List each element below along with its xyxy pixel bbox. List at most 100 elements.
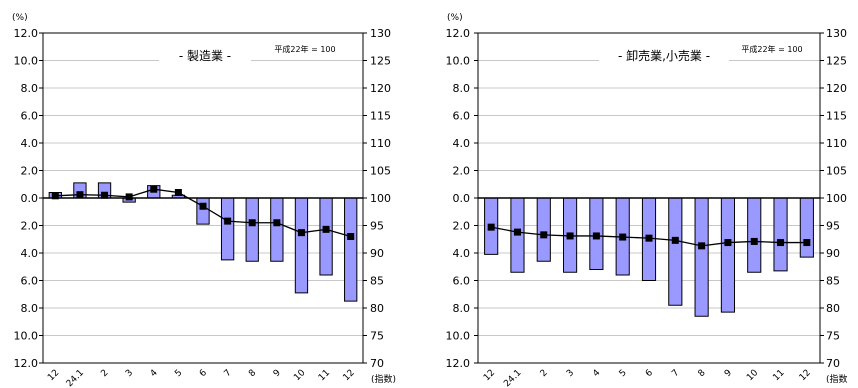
right-tick-label: 125 (370, 55, 391, 68)
right-tick-label: 120 (370, 82, 391, 95)
right-tick-label: 85 (370, 275, 384, 288)
chart-title: - 製造業 - (179, 49, 231, 63)
bar-12 (344, 197, 358, 302)
right-tick-label: 130 (826, 27, 847, 40)
index-point-10 (297, 229, 305, 237)
left-tick-label: 2.0 (21, 165, 39, 178)
x-tick-label: 6 (198, 368, 209, 379)
x-tick-label: 24.1 (502, 368, 523, 388)
base-year-note: 平成22年 = 100 (274, 44, 335, 54)
bar-11 (773, 197, 788, 272)
x-tick-label: 8 (697, 368, 708, 379)
index-point-11 (322, 225, 330, 233)
left-tick-label: 10.0 (14, 330, 39, 343)
index-point-2 (101, 191, 109, 199)
bar-12 (799, 197, 814, 258)
index-point-10 (750, 237, 758, 245)
left-tick-label: 0.0 (21, 192, 39, 205)
bar-10 (294, 197, 309, 294)
index-point-3 (125, 193, 133, 201)
bar-9 (270, 197, 284, 262)
index-point-8 (248, 219, 256, 227)
title-bg (159, 47, 251, 64)
left-tick-label: 10.0 (446, 330, 471, 343)
bar-6 (196, 197, 210, 225)
bar-2 (536, 197, 551, 262)
index-point-9 (273, 219, 281, 227)
index-point-12 (487, 223, 495, 231)
index-point-8 (698, 242, 706, 250)
right-tick-label: 75 (826, 330, 840, 343)
index-point-6 (645, 234, 653, 242)
x-tick-label: 5 (618, 368, 629, 379)
base-year-note: 平成22年 = 100 (741, 44, 802, 54)
x-tick-label: 24.1 (65, 368, 86, 388)
index-point-7 (224, 217, 232, 225)
x-tick-label: 12 (482, 368, 497, 383)
x-tick-label: 4 (149, 368, 160, 379)
index-point-7 (671, 236, 679, 244)
left-tick-label: 12.0 (14, 357, 39, 370)
right-tick-label: 110 (826, 137, 847, 150)
index-point-2 (540, 231, 548, 239)
right-tick-label: 115 (826, 110, 847, 123)
bar-9 (720, 197, 735, 313)
left-tick-label: 4.0 (21, 247, 39, 260)
left-tick-label: 2.0 (21, 220, 39, 233)
left-tick-label: 4.0 (453, 137, 471, 150)
x-tick-label: 4 (591, 368, 602, 379)
index-point-3 (566, 232, 574, 240)
right-tick-label: 110 (370, 137, 391, 150)
x-tick-label: 9 (272, 368, 283, 379)
index-point-24.1 (76, 191, 84, 199)
index-point-4 (150, 185, 158, 193)
bar-7 (220, 197, 235, 261)
left-tick-label: 6.0 (21, 275, 39, 288)
index-point-24.1 (513, 228, 521, 236)
right-tick-label: 105 (370, 165, 391, 178)
left-tick-label: 10.0 (446, 55, 471, 68)
left-tick-label: 0.0 (453, 192, 471, 205)
left-axis-unit: (%) (12, 13, 28, 23)
left-tick-label: 12.0 (446, 357, 471, 370)
right-tick-label: 75 (370, 330, 384, 343)
right-tick-label: 90 (370, 247, 384, 260)
x-tick-label: 7 (670, 368, 681, 379)
right-tick-label: 95 (826, 220, 840, 233)
chart-title: - 卸売業,小売業 - (618, 48, 710, 63)
right-tick-label: 125 (826, 55, 847, 68)
right-tick-label: 80 (370, 302, 384, 315)
left-tick-label: 8.0 (453, 82, 471, 95)
index-point-5 (174, 189, 182, 196)
left-tick-label: 4.0 (453, 247, 471, 260)
right-tick-label: 105 (826, 165, 847, 178)
left-tick-label: 4.0 (21, 137, 39, 150)
right-tick-label: 130 (370, 27, 391, 40)
bar-10 (747, 197, 762, 273)
right-tick-label: 100 (826, 192, 847, 205)
left-tick-label: 10.0 (14, 55, 39, 68)
x-tick-label: 3 (565, 368, 576, 379)
bar-11 (319, 197, 333, 276)
index-point-12 (347, 233, 355, 240)
left-tick-label: 6.0 (453, 110, 471, 123)
right-tick-label: 90 (826, 247, 840, 260)
right-tick-label: 70 (370, 357, 384, 370)
x-tick-label: 2 (539, 368, 550, 379)
right-tick-label: 100 (370, 192, 391, 205)
right-tick-label: 80 (826, 302, 840, 315)
left-tick-label: 8.0 (21, 302, 39, 315)
left-tick-label: 8.0 (21, 82, 39, 95)
left-tick-label: 2.0 (453, 165, 471, 178)
right-axis-unit: (指数 (826, 373, 848, 385)
left-tick-label: 6.0 (453, 275, 471, 288)
left-tick-label: 12.0 (14, 27, 39, 40)
x-tick-label: 9 (723, 368, 734, 379)
left-tick-label: 8.0 (453, 302, 471, 315)
index-point-4 (592, 232, 600, 240)
title-bg (599, 47, 729, 64)
index-point-12 (803, 239, 811, 247)
index-point-6 (199, 202, 207, 210)
